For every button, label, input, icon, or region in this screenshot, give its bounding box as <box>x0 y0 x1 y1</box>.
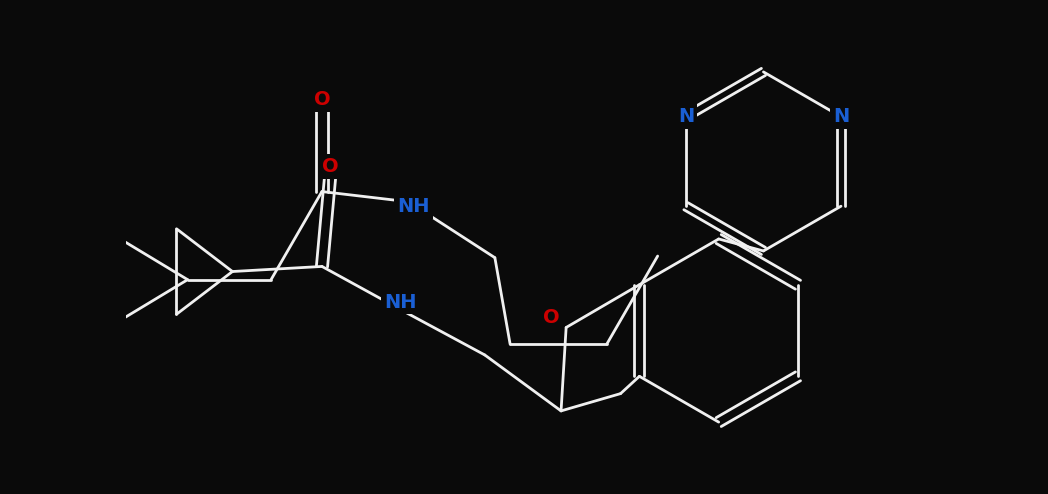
Text: O: O <box>313 90 330 110</box>
Text: N: N <box>678 107 694 126</box>
Text: O: O <box>543 308 560 327</box>
Text: NH: NH <box>397 197 430 216</box>
Text: NH: NH <box>384 292 416 312</box>
Text: O: O <box>322 157 339 176</box>
Text: N: N <box>833 107 849 126</box>
